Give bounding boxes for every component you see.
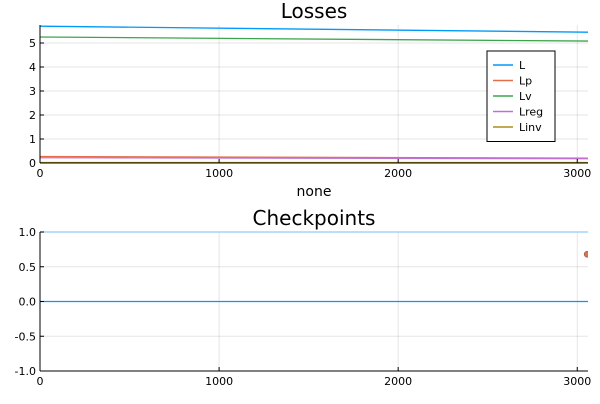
checkpoints-ticks: 0 1000 2000 3000 -1.0 -0.5 0.0 0.5 1.0: [15, 226, 592, 388]
x-tick-label: 1000: [205, 375, 233, 388]
y-tick-label: 1.0: [19, 226, 37, 239]
x-tick-label: 0: [37, 167, 44, 180]
x-tick-label: 1000: [205, 167, 233, 180]
y-tick-label: 5: [29, 37, 36, 50]
checkpoint-marker: [583, 250, 588, 258]
x-tick-label: 2000: [384, 167, 412, 180]
legend-label-lp: Lp: [519, 75, 532, 88]
legend-label-linv: Linv: [519, 121, 542, 134]
legend-label-lv: Lv: [519, 90, 532, 103]
losses-x-axis-label: none: [297, 184, 332, 200]
y-tick-label: 0: [29, 157, 36, 170]
losses-axes: [39, 25, 588, 164]
y-tick-label: 0.0: [19, 296, 37, 309]
checkpoints-series-group: [40, 231, 588, 303]
x-tick-label: 3000: [563, 375, 591, 388]
checkpoints-title: Checkpoints: [253, 206, 376, 230]
y-tick-label: 1: [29, 133, 36, 146]
series-line-lreg: [40, 157, 588, 160]
x-tick-label: 2000: [384, 375, 412, 388]
y-tick-label: 0.5: [19, 261, 37, 274]
legend-label-lreg: Lreg: [519, 106, 543, 119]
y-tick-label: 3: [29, 85, 36, 98]
checkpoints-chart: Checkpoints 0 1000 2000 3000 -1.0 -0.5 0.0 0.5 1…: [15, 206, 592, 388]
x-tick-label: 0: [37, 375, 44, 388]
y-tick-label: -1.0: [15, 365, 36, 378]
losses-title: Losses: [281, 0, 348, 23]
y-tick-label: 2: [29, 109, 36, 122]
y-tick-label: 4: [29, 61, 36, 74]
series-line-l: [40, 25, 588, 33]
x-tick-label: 3000: [563, 167, 591, 180]
legend-label-l: L: [519, 59, 526, 72]
plot-area: [40, 231, 588, 303]
losses-chart: Losses 0 1000 2000 3000 0 1 2 3 4 5 none L Lp Lv Lre…: [29, 0, 591, 200]
y-tick-label: -0.5: [15, 330, 36, 343]
losses-ticks: 0 1000 2000 3000 0 1 2 3 4 5: [29, 37, 591, 180]
series-line-lv: [40, 36, 588, 42]
losses-legend: L Lp Lv Lreg Linv: [486, 50, 556, 142]
